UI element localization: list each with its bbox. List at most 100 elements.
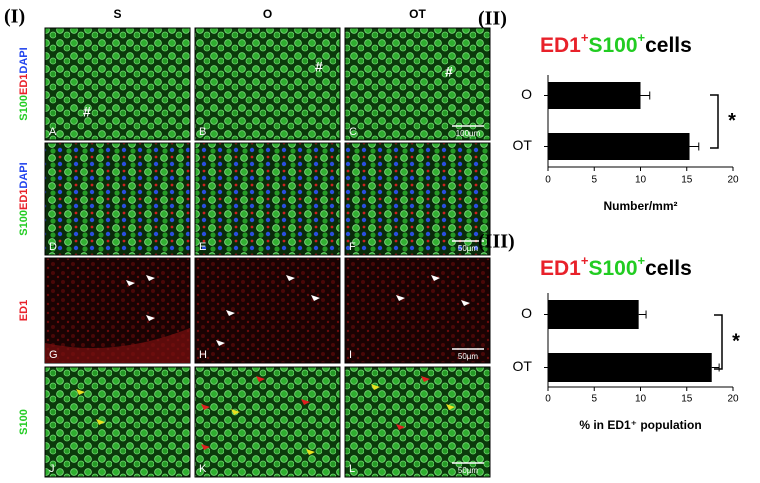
arrowhead	[461, 300, 470, 306]
y-tick-label: OT	[513, 137, 533, 153]
row-label-part: ED1	[18, 74, 30, 95]
arrowhead	[76, 389, 85, 395]
significance-bracket	[710, 94, 719, 149]
micrograph	[45, 28, 190, 140]
micrograph-shade	[194, 366, 341, 478]
bar	[548, 353, 712, 382]
row-label-part: S100	[18, 95, 30, 121]
micrograph-shade	[44, 366, 191, 478]
arrowhead	[146, 275, 155, 281]
x-tick-label: 20	[727, 175, 739, 186]
chart-title: ED1+S100+cells	[540, 253, 692, 280]
micrograph	[195, 28, 340, 140]
title-part: cells	[645, 257, 692, 280]
micrograph-shade	[194, 27, 341, 141]
row-label: ED1	[18, 300, 30, 321]
y-tick-label: O	[521, 305, 532, 321]
micrograph-shade	[194, 142, 341, 256]
arrowhead	[256, 376, 265, 382]
x-tick-label: 15	[681, 175, 693, 186]
panel-letter: A	[49, 126, 57, 138]
arrowhead	[306, 449, 315, 455]
panel-label: (II)	[478, 8, 507, 30]
column-header: OT	[409, 7, 426, 21]
x-tick-label: 20	[727, 394, 739, 405]
row-label-part: ED1	[18, 300, 30, 321]
arrowhead	[126, 280, 135, 286]
panel-letter: B	[199, 126, 206, 138]
arrowhead	[311, 295, 320, 301]
row-label-part: S100	[18, 210, 30, 236]
arrowhead	[201, 404, 210, 410]
arrowhead	[396, 295, 405, 301]
x-axis-label: % in ED1⁺ population	[579, 418, 701, 432]
arrowhead	[216, 340, 225, 346]
hash-mark: #	[445, 64, 453, 80]
arrowhead	[201, 444, 210, 450]
x-tick-label: 0	[545, 175, 551, 186]
x-tick-label: 10	[635, 175, 647, 186]
significance-star: *	[728, 110, 736, 132]
arrowhead	[371, 384, 380, 390]
x-tick-label: 15	[681, 394, 693, 405]
title-part: +	[581, 253, 589, 268]
hash-mark: #	[315, 59, 323, 75]
panel-letter: D	[49, 241, 57, 253]
bar	[548, 300, 639, 329]
panel-letter: G	[49, 349, 58, 361]
micrograph	[345, 28, 490, 140]
panel-letter: J	[49, 463, 55, 475]
x-tick-label: 10	[635, 394, 647, 405]
micrograph	[195, 367, 340, 477]
micrograph-shade	[344, 142, 491, 256]
column-header: O	[263, 7, 272, 21]
panel-label: (III)	[478, 231, 515, 253]
micrograph-shade	[194, 257, 341, 364]
micrograph-shade	[344, 27, 491, 141]
arrowhead	[146, 315, 155, 321]
panel-letter: E	[199, 241, 206, 253]
error-bar	[689, 142, 700, 151]
micrograph	[345, 258, 490, 363]
title-part: +	[581, 30, 589, 45]
micrograph-shade	[44, 142, 191, 256]
micrograph-shade	[344, 366, 491, 478]
panel-letter: L	[349, 463, 355, 475]
row-label: S100ED1DAPI	[18, 162, 30, 235]
arrowhead	[96, 419, 105, 425]
bar	[548, 133, 690, 160]
arrowhead	[231, 409, 240, 415]
scale-label: 100µm	[456, 129, 481, 138]
x-tick-label: 0	[545, 394, 551, 405]
error-bar	[640, 91, 651, 100]
title-part: ED1	[540, 257, 581, 280]
arrowhead	[421, 376, 430, 382]
micrograph	[195, 143, 340, 255]
micrograph	[345, 143, 490, 255]
title-part: S100	[588, 34, 637, 57]
x-axis-label: Number/mm²	[603, 199, 677, 213]
error-bar	[638, 310, 647, 319]
panel-letter: K	[199, 463, 207, 475]
panel-letter: I	[349, 349, 352, 361]
error-bar	[711, 363, 720, 372]
y-tick-label: O	[521, 86, 532, 102]
title-part: ED1	[540, 34, 581, 57]
arrowhead	[226, 310, 235, 316]
tissue-edge	[45, 328, 190, 363]
hash-mark: #	[83, 104, 91, 120]
scale-label: 50µm	[458, 244, 479, 253]
row-label-part: S100	[18, 409, 30, 435]
significance-star: *	[732, 330, 740, 352]
micrograph	[45, 367, 190, 477]
title-part: +	[638, 253, 646, 268]
row-label-part: DAPI	[18, 162, 30, 188]
row-label: S100ED1DAPI	[18, 47, 30, 120]
row-label-part: ED1	[18, 189, 30, 210]
panel-letter: C	[349, 126, 357, 138]
title-part: cells	[645, 34, 692, 57]
micrograph	[45, 143, 190, 255]
row-label: S100	[18, 409, 30, 435]
panel-letter: F	[349, 241, 356, 253]
